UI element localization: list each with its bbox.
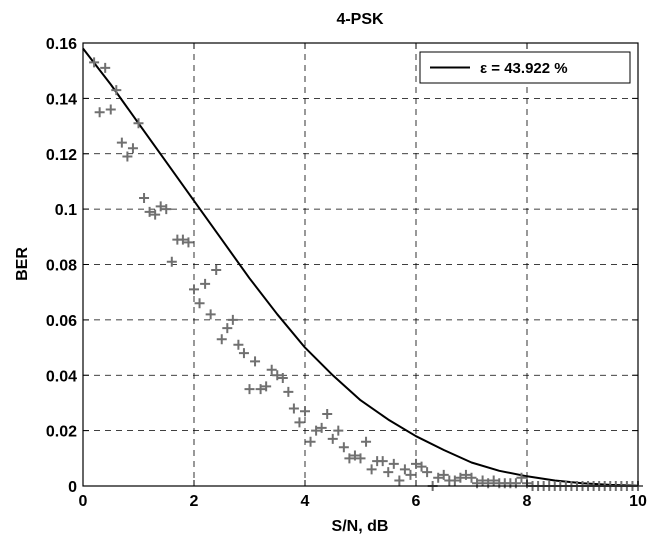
data-point-marker	[288, 403, 299, 414]
data-point-marker	[144, 206, 155, 217]
y-tick-label: 0.08	[46, 258, 77, 275]
data-point-marker	[316, 422, 327, 433]
data-point-marker	[294, 417, 305, 428]
x-tick-label: 6	[412, 493, 421, 510]
y-tick-label: 0	[68, 479, 77, 496]
data-point-marker	[477, 475, 488, 486]
data-point-marker	[338, 442, 349, 453]
data-point-marker	[438, 469, 449, 480]
data-point-marker	[100, 62, 111, 73]
data-point-marker	[161, 204, 172, 215]
data-point-marker	[111, 85, 122, 96]
y-tick-label: 0.1	[55, 202, 77, 219]
data-point-marker	[133, 118, 144, 129]
data-point-marker	[327, 433, 338, 444]
data-point-marker	[272, 370, 283, 381]
data-point-marker	[455, 472, 466, 483]
data-point-marker	[333, 425, 344, 436]
data-point-marker	[155, 201, 166, 212]
data-point-marker	[189, 284, 199, 295]
data-point-marker	[205, 309, 216, 320]
data-point-marker	[250, 356, 261, 367]
data-point-marker	[261, 381, 272, 392]
y-tick-label: 0.12	[46, 147, 77, 164]
series-line-theory	[82, 47, 639, 487]
legend-entry-label: ε = 43.922 %	[480, 60, 568, 77]
data-point-marker	[216, 334, 227, 345]
data-point-marker	[127, 143, 138, 154]
y-tick-label: 0.14	[46, 91, 77, 108]
y-tick-label: 0.16	[46, 36, 77, 53]
x-tick-label: 2	[190, 493, 199, 510]
data-point-marker	[322, 409, 333, 420]
data-point-marker	[177, 234, 188, 245]
data-point-marker	[460, 469, 471, 480]
data-point-marker	[222, 323, 233, 334]
data-point-marker	[150, 209, 161, 220]
chart-title: 4-PSK	[336, 11, 384, 28]
data-point-marker	[355, 453, 366, 464]
data-point-marker	[466, 472, 477, 483]
data-point-marker	[305, 436, 316, 447]
data-point-marker	[89, 57, 100, 68]
data-point-marker	[266, 364, 277, 375]
data-point-marker	[116, 137, 127, 148]
data-point-marker	[233, 339, 244, 350]
y-tick-label: 0.06	[46, 313, 77, 330]
x-axis-label: S/N, dB	[332, 518, 389, 535]
data-point-marker	[283, 386, 294, 397]
data-point-marker	[94, 107, 105, 118]
x-tick-label: 10	[629, 493, 647, 510]
y-axis-label: BER	[14, 247, 31, 281]
data-point-marker	[139, 193, 150, 204]
data-point-marker	[433, 472, 444, 483]
data-point-marker	[166, 256, 177, 267]
data-point-marker	[200, 278, 211, 289]
x-tick-label: 8	[523, 493, 532, 510]
data-point-marker	[300, 406, 310, 417]
plot-area: 0 2 4 6 8 10 0 0.02 0.04 0.06 0.08 0.1 0.12 0.14 0.16	[46, 36, 647, 510]
data-point-marker	[488, 475, 499, 486]
data-point-marker	[361, 436, 372, 447]
data-point-marker	[122, 151, 133, 162]
data-point-marker	[238, 348, 249, 359]
data-point-marker	[344, 453, 355, 464]
data-point-marker	[394, 475, 405, 486]
legend: ε = 43.922 %	[419, 51, 631, 84]
data-point-marker	[405, 469, 416, 480]
data-point-marker	[244, 384, 255, 395]
data-point-marker	[449, 475, 460, 486]
data-point-marker	[416, 461, 427, 472]
data-point-marker	[311, 425, 322, 436]
data-point-marker	[383, 467, 394, 478]
grid	[83, 43, 638, 486]
data-point-marker	[211, 265, 222, 276]
data-point-marker	[388, 458, 399, 469]
x-tick-label: 4	[301, 493, 310, 510]
data-point-marker	[105, 104, 116, 115]
x-tick-label: 0	[79, 493, 88, 510]
data-point-marker	[422, 467, 433, 478]
data-point-marker	[227, 314, 238, 325]
data-point-marker	[366, 464, 377, 475]
data-point-marker	[183, 237, 194, 248]
data-point-marker	[349, 450, 360, 461]
y-tick-label: 0.04	[46, 368, 77, 385]
data-point-marker	[194, 298, 205, 309]
y-tick-label: 0.02	[46, 424, 77, 441]
ticks: 0 2 4 6 8 10 0 0.02 0.04 0.06 0.08 0.1 0.12 0.14 0.16	[46, 36, 647, 510]
data-point-marker	[377, 456, 388, 467]
data-point-marker	[399, 464, 410, 475]
data-point-marker	[255, 384, 266, 395]
data-point-marker	[411, 458, 421, 469]
data-point-marker	[516, 472, 527, 483]
data-point-marker	[277, 373, 288, 384]
